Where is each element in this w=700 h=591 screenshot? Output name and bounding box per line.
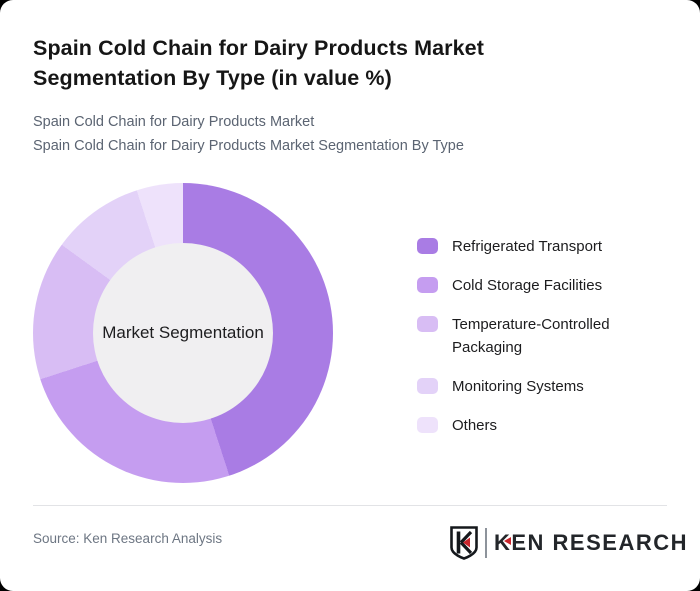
legend: Refrigerated Transport Cold Storage Faci… <box>417 235 657 453</box>
subtitle-block: Spain Cold Chain for Dairy Products Mark… <box>33 110 464 158</box>
subtitle-line-1: Spain Cold Chain for Dairy Products Mark… <box>33 114 315 130</box>
page-title: Spain Cold Chain for Dairy Products Mark… <box>33 36 484 90</box>
legend-item: Temperature-Controlled Packaging <box>417 313 657 359</box>
legend-item: Refrigerated Transport <box>417 235 657 258</box>
donut-chart: Market Segmentation <box>33 183 333 483</box>
legend-item-label: Others <box>452 417 498 434</box>
logo-divider-bar <box>484 528 487 558</box>
legend-item-label: Monitoring Systems <box>452 378 584 395</box>
legend-swatch <box>417 277 438 293</box>
legend-item-label: Cold Storage Facilities <box>452 277 603 294</box>
legend-swatch <box>417 238 438 254</box>
legend-item: Others <box>417 414 657 437</box>
legend-item: Monitoring Systems <box>417 375 657 398</box>
donut-center: Market Segmentation <box>93 243 273 423</box>
legend-item-label: Refrigerated Transport <box>452 238 603 255</box>
donut-center-label: Market Segmentation <box>102 323 264 342</box>
subtitle-line-2: Spain Cold Chain for Dairy Products Mark… <box>33 138 464 154</box>
source-text: Source: Ken Research Analysis <box>33 531 223 546</box>
logo-red-triangle-icon <box>504 537 512 545</box>
legend-swatch <box>417 378 438 394</box>
legend-swatch <box>417 316 438 332</box>
legend-swatch <box>417 417 438 433</box>
footer-divider <box>33 505 667 506</box>
legend-item-label: Temperature-Controlled Packaging <box>452 316 610 356</box>
logo-wordmark: K EN RESEARCH <box>493 530 688 555</box>
ken-research-logo: K EN RESEARCH <box>449 526 688 560</box>
legend-item: Cold Storage Facilities <box>417 274 657 297</box>
ken-research-shield-icon <box>450 526 478 560</box>
